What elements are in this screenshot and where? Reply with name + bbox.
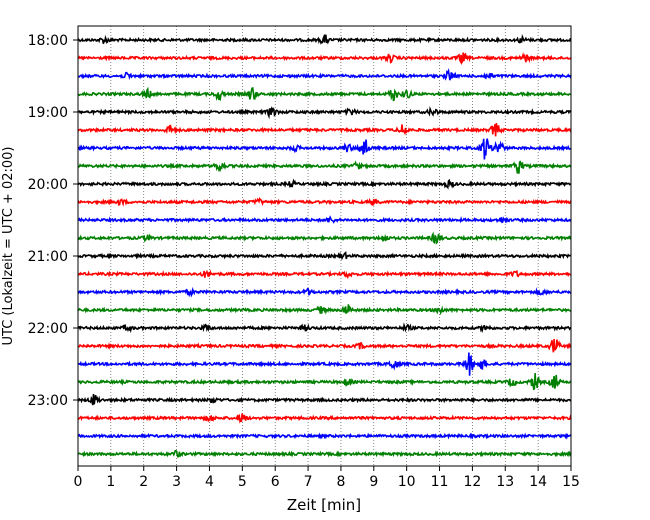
x-tick-label-8: 8 — [336, 474, 345, 490]
y-tick-label-2: 20:00 — [28, 177, 68, 193]
trace-2115 — [77, 269, 572, 280]
x-tick-label-4: 4 — [205, 474, 214, 490]
x-tick-label-5: 5 — [238, 474, 247, 490]
y-axis-label: UTC (Lokalzeit = UTC + 02:00) — [1, 147, 16, 346]
x-tick-label-2: 2 — [139, 474, 148, 490]
grid-lines — [110, 26, 539, 466]
trace-2245 — [77, 373, 572, 391]
seismic-traces — [77, 34, 572, 458]
trace-1900 — [77, 105, 572, 120]
x-tick-label-14: 14 — [529, 474, 547, 490]
trace-2330 — [77, 432, 572, 440]
x-axis-ticks: 0 1 2 3 4 5 6 7 8 9 10 11 12 13 14 15 — [74, 466, 580, 490]
x-tick-label-0: 0 — [74, 474, 83, 490]
y-tick-label-0: 18:00 — [28, 33, 68, 49]
trace-1800 — [77, 34, 572, 45]
y-tick-label-5: 23:00 — [28, 393, 68, 409]
trace-1930 — [77, 138, 572, 160]
trace-2130 — [77, 286, 572, 298]
trace-2000 — [77, 178, 572, 190]
trace-2230 — [77, 352, 572, 376]
x-tick-label-1: 1 — [106, 474, 115, 490]
trace-2145 — [77, 304, 572, 316]
x-tick-label-9: 9 — [369, 474, 378, 490]
x-tick-label-11: 11 — [431, 474, 449, 490]
trace-1830 — [77, 68, 572, 81]
x-tick-label-3: 3 — [172, 474, 181, 490]
trace-2345 — [77, 450, 572, 458]
trace-2215 — [77, 338, 572, 353]
trace-2030 — [77, 215, 572, 224]
trace-1815 — [77, 51, 572, 66]
trace-1915 — [77, 123, 572, 137]
x-tick-label-15: 15 — [562, 474, 580, 490]
trace-2100 — [77, 251, 572, 261]
y-axis-ticks: 18:00 19:00 20:00 21:00 22:00 23:00 — [28, 33, 78, 409]
y-tick-label-4: 22:00 — [28, 321, 68, 337]
trace-2045 — [77, 231, 572, 245]
x-axis-label: Zeit [min] — [287, 496, 361, 514]
x-tick-label-6: 6 — [271, 474, 280, 490]
y-tick-label-3: 21:00 — [28, 249, 68, 265]
y-tick-label-1: 19:00 — [28, 105, 68, 121]
x-tick-label-7: 7 — [304, 474, 313, 490]
x-tick-label-12: 12 — [463, 474, 481, 490]
trace-2300 — [77, 394, 572, 406]
trace-1945 — [77, 160, 571, 174]
trace-2015 — [77, 196, 572, 207]
x-tick-label-13: 13 — [496, 474, 514, 490]
plot-frame — [77, 25, 572, 467]
trace-1845 — [77, 86, 572, 102]
trace-2315 — [78, 413, 572, 424]
trace-2200 — [77, 322, 572, 334]
x-tick-label-10: 10 — [398, 474, 416, 490]
